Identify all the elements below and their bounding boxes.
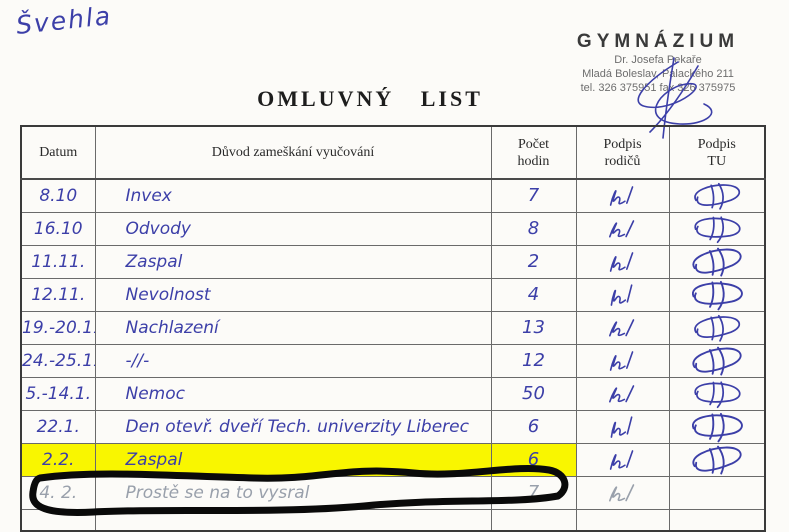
parent-signature-cell [575,376,670,411]
date-cell: 2.2. [20,442,96,477]
parent-signature-scribble [608,416,634,438]
reason-cell: Zaspal [94,244,492,279]
reason-cell: -//- [94,343,492,378]
parent-signature-cell-empty [575,508,670,532]
hours-cell: 7 [490,475,577,510]
parent-signature-cell [575,442,670,477]
reason-cell: Nachlazení [94,310,492,345]
header-hours: Počet hodin [490,125,577,180]
parent-signature-scribble [608,382,634,405]
parent-signature-cell [575,343,670,378]
table-row: 24.-25.11. -//- 12 [20,343,766,378]
table-row: 12.11. Nevolnost 4 [20,277,766,312]
hours-cell: 13 [490,310,577,345]
tu-signature-scribble [692,213,742,244]
hours-cell: 7 [490,178,577,213]
parent-signature-cell [575,409,670,444]
reason-cell: Nemoc [94,376,492,411]
tu-signature-cell-empty [668,508,766,532]
tu-signature-cell [668,376,766,411]
header-date: Datum [20,125,96,180]
page-title: OMLUVNÝ LIST [257,86,483,111]
parent-signature-cell [575,475,670,510]
table-row: 5.-14.1. Nemoc 50 [20,376,766,411]
parent-signature-cell [575,310,670,345]
parent-signature-scribble [608,316,634,339]
hours-cell: 4 [490,277,577,312]
date-cell: 19.-20.11. [20,310,96,345]
tu-signature-cell [668,277,766,312]
tu-signature-cell [668,310,766,345]
hours-cell: 12 [490,343,577,378]
tu-signature-cell [668,178,766,213]
hours-cell: 6 [490,409,577,444]
tu-signature-cell [668,211,766,246]
table-row: 22.1. Den otevř. dveří Tech. univerzity … [20,409,766,444]
parent-signature-scribble [609,252,633,272]
hours-cell: 8 [490,211,577,246]
tu-signature-cell [668,343,766,378]
tu-signature-scribble [690,279,744,310]
table-row: 11.11. Zaspal 2 [20,244,766,279]
parent-signature-scribble [608,284,634,306]
school-phone-line: tel. 326 375951 fax 326 375975 [580,82,736,94]
absence-table: Datum Důvod zameškání vyučování Počet ho… [20,125,766,532]
reason-cell: Invex [94,178,492,213]
parent-signature-cell [575,277,670,312]
date-cell: 5.-14.1. [20,376,96,411]
table-row-highlighted: 2.2. Zaspal 6 [20,442,766,477]
hours-cell: 50 [490,376,577,411]
handwritten-student-name: Švehla [14,1,114,40]
parent-signature-cell [575,244,670,279]
tu-signature-scribble [690,345,744,376]
parent-signature-scribble [608,481,634,504]
table-row: 19.-20.11. Nachlazení 13 [20,310,766,345]
table-row-pencil-circled: 4. 2. Prostě se na to vysral 7 [20,475,766,510]
header-teacher-signature: Podpis TU [668,125,766,180]
date-cell: 8.10 [20,178,96,213]
header-parent-signature: Podpis rodičů [575,125,670,180]
date-cell: 22.1. [20,409,96,444]
parent-signature-cell [575,211,670,246]
tu-signature-cell [668,244,766,279]
table-row-empty [20,508,766,532]
date-cell: 12.11. [20,277,96,312]
reason-cell: Den otevř. dveří Tech. univerzity Libere… [94,409,492,444]
hours-cell: 2 [490,244,577,279]
school-address-line: Dr. Josefa Pekaře [614,54,702,66]
tu-signature-cell-empty [668,475,766,510]
table-row: 16.10 Odvody 8 [20,211,766,246]
tu-signature-scribble [690,246,744,277]
date-cell: 16.10 [20,211,96,246]
parent-signature-scribble [609,450,633,470]
hours-cell: 6 [490,442,577,477]
date-cell: 24.-25.11. [20,343,96,378]
tu-signature-cell [668,409,766,444]
reason-cell-empty [94,508,492,532]
tu-signature-scribble [690,411,744,442]
parent-signature-scribble [609,351,633,371]
parent-signature-scribble [609,186,633,207]
date-cell: 4. 2. [20,475,96,510]
tu-signature-scribble [692,312,742,343]
date-cell-empty [20,508,96,532]
tu-signature-cell [668,442,766,477]
date-cell: 11.11. [20,244,96,279]
parent-signature-cell [575,178,670,213]
tu-signature-scribble [690,444,744,475]
hours-cell-empty [490,508,577,532]
parent-signature-scribble [608,217,634,240]
table-header-row: Datum Důvod zameškání vyučování Počet ho… [20,125,766,180]
reason-cell: Zaspal [94,442,492,477]
tu-signature-scribble [692,378,742,409]
table-row: 8.10 Invex 7 [20,178,766,213]
reason-cell: Prostě se na to vysral [94,475,492,510]
reason-cell: Odvody [94,211,492,246]
reason-cell: Nevolnost [94,277,492,312]
tu-signature-scribble [692,180,742,211]
school-name: GYMNÁZIUM [576,31,740,52]
header-reason: Důvod zameškání vyučování [94,125,492,180]
